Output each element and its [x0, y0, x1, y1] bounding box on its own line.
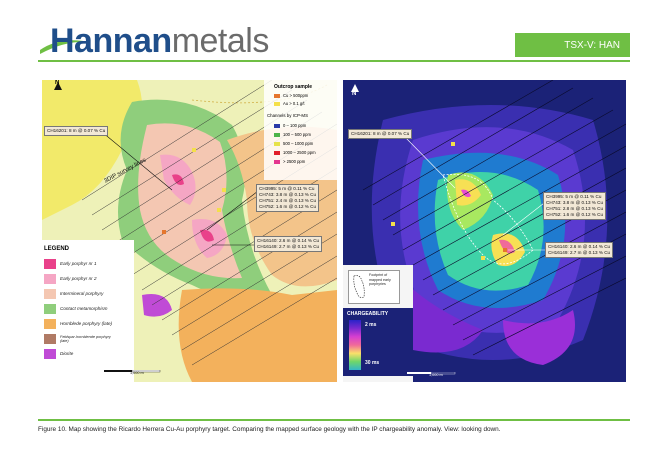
channel-swatch: [274, 132, 280, 137]
channel-swatch: [274, 159, 280, 164]
footprint-label: Footprint of mapped early porphyries: [369, 273, 391, 286]
ticker-badge: TSX-V: HAN: [515, 33, 630, 57]
logo-wordmark: Hannanmetals: [50, 22, 269, 60]
callout-ch751: CH751: 2.8 m @ 0.13 % Cu: [546, 206, 604, 211]
channel-item: 1000 – 2500 ppm: [274, 150, 316, 155]
legend-item: Hornblede porphyry (late): [44, 318, 112, 329]
callout-ch743: CH743: 3.8 m @ 0.13 % Cu: [259, 192, 317, 197]
legend-label: Intermineral porphyry: [60, 291, 104, 296]
scale-label: 1,000 m: [429, 373, 443, 377]
chargeability-max-label: 30 ms: [365, 360, 380, 366]
scale-bar-icon: [104, 369, 161, 373]
chargeability-map-canvas: [343, 80, 626, 382]
channel-label: > 2500 ppm: [283, 159, 306, 164]
legend-label: Hornblede porphyry (late): [60, 321, 113, 326]
outcrop-swatch: [274, 93, 280, 98]
legend-label: Early porphyr nr 1: [60, 261, 97, 266]
legend-swatch: [44, 348, 56, 359]
callout-ch3995: CH3995: 5 m @ 0.11 % Cu: [259, 186, 315, 191]
legend-swatch: [44, 303, 56, 314]
channel-item: 100 – 500 ppm: [274, 132, 311, 137]
channel-swatch: [274, 141, 280, 146]
scale-bar: [407, 371, 457, 377]
outcrop-item: Cu > 500ppm: [274, 93, 308, 98]
geology-map: N 3DIP survey lines CH16201: 8 m @ 0.07 …: [42, 80, 337, 382]
scale-bar-icon: [407, 371, 456, 375]
scale-label: 1,000 m: [130, 371, 144, 375]
callout-ch16140: CH16140: 2.6 m @ 0.14 % Cu: [257, 238, 320, 243]
outcrop-swatch: [274, 101, 280, 106]
callout-group-2: CH16140: 2.6 m @ 0.14 % Cu CH16149: 2.7 …: [545, 242, 614, 258]
legend-label: Contact metamorphism: [60, 306, 108, 311]
north-label: N: [55, 80, 60, 86]
legend-swatch: [44, 288, 56, 299]
legend-label: Feldspar-hornblende porphyry (late): [60, 334, 111, 343]
callout-ch16201: CH16201: 8 m @ 0.07 % Cu: [44, 126, 109, 136]
legend-swatch: [44, 318, 56, 329]
channels-title: Channels by ICP-MS: [267, 113, 308, 118]
legend-label: Early porphyr nr 2: [60, 276, 97, 281]
callout-group-2: CH16140: 2.6 m @ 0.14 % Cu CH16149: 2.7 …: [254, 236, 323, 252]
outcrop-item: Au > 0.1 g/t: [274, 101, 305, 106]
north-label: N: [352, 91, 357, 97]
top-divider: [38, 60, 630, 62]
legend-item: Early porphyr nr 2: [44, 273, 97, 284]
callout-ch16201: CH16201: 8 m @ 0.07 % Cu: [348, 129, 413, 139]
legend-item: Intermineral porphyry: [44, 288, 103, 299]
footprint-outline-icon: [353, 275, 365, 298]
outcrop-title: Outcrop sample: [274, 84, 313, 90]
chargeability-title: CHARGEABILITY: [347, 311, 389, 317]
footprint-legend: Footprint of mapped early porphyries: [348, 270, 400, 304]
callout-ch743: CH743: 3.8 m @ 0.13 % Cu: [546, 200, 604, 205]
legend-swatch: [44, 273, 56, 284]
logo-bold-text: Hannan: [50, 22, 172, 60]
legend-item: Contact metamorphism: [44, 303, 108, 314]
legend-item: Feldspar-hornblende porphyry (late): [44, 333, 120, 344]
legend-item: Early porphyr nr 1: [44, 258, 97, 269]
channel-item: > 2500 ppm: [274, 159, 305, 164]
legend-item: Diorite: [44, 348, 73, 359]
chargeability-color-bar: [349, 320, 361, 370]
callout-ch752: CH752: 1.6 m @ 0.12 % Cu: [546, 212, 604, 217]
callout-ch752: CH752: 1.6 m @ 0.12 % Cu: [259, 204, 317, 209]
channel-swatch: [274, 123, 280, 128]
callout-ch16149: CH16149: 2.7 m @ 0.13 % Cu: [548, 250, 611, 255]
channel-label: 0 – 100 ppm: [283, 123, 307, 128]
outcrop-label: Au > 0.1 g/t: [283, 101, 305, 106]
figure-caption: Figure 10. Map showing the Ricardo Herre…: [38, 426, 501, 433]
callout-ch3995: CH3995: 5 m @ 0.11 % Cu: [546, 194, 602, 199]
callout-group-1: CH3995: 5 m @ 0.11 % Cu CH743: 3.8 m @ 0…: [256, 184, 320, 212]
callout-ch16149: CH16149: 2.7 m @ 0.13 % Cu: [257, 244, 320, 249]
callout-group-1: CH3995: 5 m @ 0.11 % Cu CH743: 3.8 m @ 0…: [543, 192, 607, 220]
chargeability-min-label: 2 ms: [365, 322, 377, 328]
legend-title: LEGEND: [44, 246, 70, 252]
channel-label: 1000 – 2500 ppm: [283, 150, 316, 155]
chargeability-map: N CH16201: 8 m @ 0.07 % Cu CH3995: 5 m @…: [343, 80, 626, 382]
channel-label: 100 – 500 ppm: [283, 132, 311, 137]
channel-label: 500 – 1000 ppm: [283, 141, 314, 146]
channel-item: 500 – 1000 ppm: [274, 141, 313, 146]
legend-swatch: [44, 258, 56, 269]
callout-ch751: CH751: 2.4 m @ 0.13 % Cu: [259, 198, 317, 203]
channel-item: 0 – 100 ppm: [274, 123, 306, 128]
callout-ch16140: CH16140: 2.6 m @ 0.14 % Cu: [548, 244, 611, 249]
bottom-divider: [38, 419, 630, 421]
legend-swatch: [44, 333, 56, 344]
outcrop-label: Cu > 500ppm: [283, 93, 309, 98]
channel-swatch: [274, 150, 280, 155]
legend-label: Diorite: [60, 351, 74, 356]
scale-bar: [104, 369, 164, 375]
logo-light-text: metals: [171, 22, 270, 60]
logo-swoosh-icon: [40, 40, 90, 54]
